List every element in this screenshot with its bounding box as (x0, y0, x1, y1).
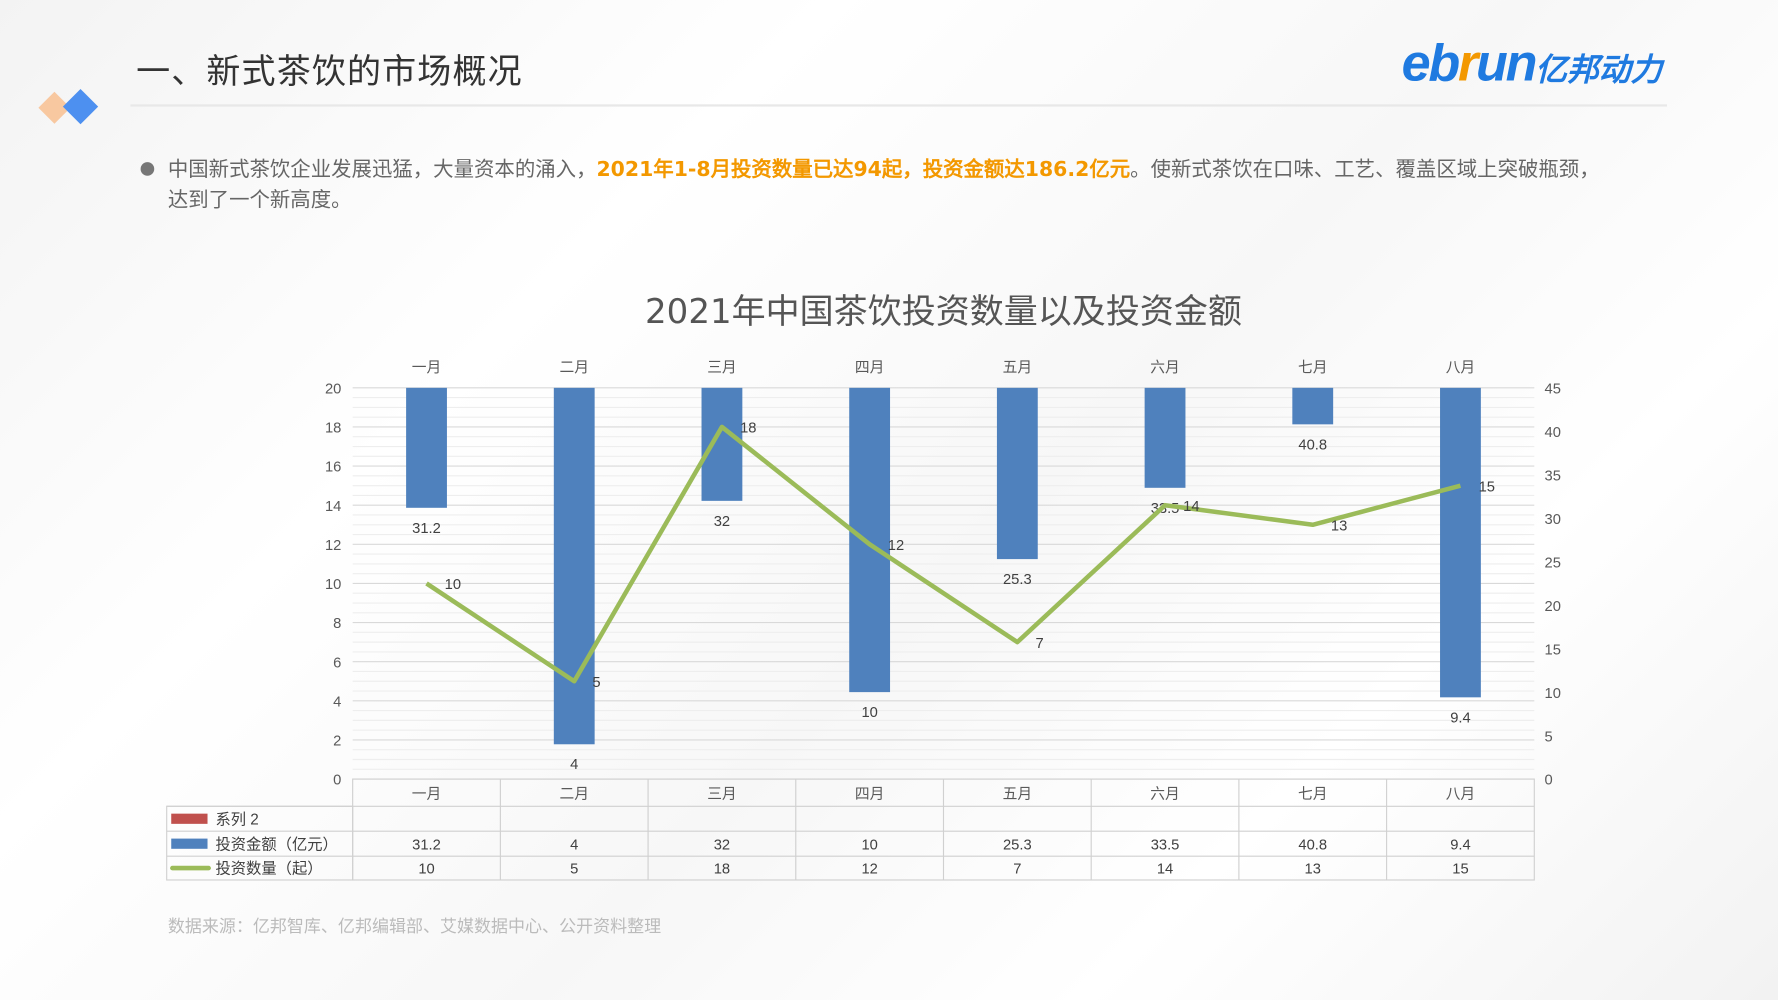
chart-title: 2021年中国茶饮投资数量以及投资金额 (645, 292, 1242, 333)
table-cell: 15 (1452, 862, 1468, 878)
bar-amount (849, 387, 891, 693)
chart: 02468101214161820051015202530354045一月 二月三… (166, 359, 1561, 881)
left-axis-tick: 12 (325, 538, 341, 554)
right-axis-tick: 5 (1545, 729, 1553, 745)
table-cell: 13 (1305, 862, 1321, 878)
table-cell: 33.5 (1151, 837, 1180, 853)
line-data-label: 5 (592, 675, 600, 691)
table-cell: 7 (1013, 862, 1021, 878)
table-cell: 14 (1157, 862, 1173, 878)
line-count (425, 424, 1462, 684)
table-cell: 12 (861, 862, 877, 878)
right-axis-tick: 10 (1545, 686, 1561, 702)
table-cell: 25.3 (1003, 837, 1032, 853)
right-axis-tick: 25 (1545, 555, 1561, 571)
ebrun-logo: ebrun亿邦动力 (1401, 32, 1663, 92)
table-cell: 31.2 (412, 837, 441, 853)
legend-label: 投资金额（亿元） (215, 836, 337, 853)
bullet-icon (140, 162, 155, 176)
top-category-label: 六月 (1150, 359, 1179, 376)
bar-amount (553, 387, 595, 745)
bar-amount (996, 387, 1038, 560)
source-note: 数据来源：亿邦智库、亿邦编辑部、艾媒数据中心、公开资料整理 (167, 916, 662, 937)
table-cell: 9.4 (1450, 837, 1470, 853)
line-data-label: 18 (740, 421, 756, 437)
table-cell: 40.8 (1298, 837, 1327, 853)
left-axis-tick: 4 (333, 694, 341, 710)
left-axis-tick: 16 (325, 460, 341, 476)
top-category-label: 二月 (559, 360, 588, 376)
top-category-label: 五月 (1003, 360, 1032, 376)
bar-amount (701, 387, 743, 501)
legend-label: 投资数量（起） (215, 861, 322, 878)
left-axis-tick: 6 (333, 655, 341, 671)
legend-label: 系列 2 (215, 811, 258, 828)
table-category-label: 三月 (707, 786, 736, 802)
table-cell: 10 (861, 837, 877, 853)
table-category-label: 一月 (412, 786, 441, 802)
right-axis-tick: 45 (1545, 381, 1561, 397)
bar-data-label: 31.2 (412, 521, 441, 537)
line-data-label: 10 (445, 577, 461, 593)
table-category-label: 二月 (559, 786, 588, 802)
legend-bar-key-icon (171, 813, 208, 824)
table-cell: 4 (570, 837, 578, 853)
left-axis-tick: 10 (325, 577, 341, 593)
top-category-label: 四月 (855, 360, 884, 376)
intro-paragraph: 中国新式茶饮企业发展迅猛，大量资本的涌入，2021年1-8月投资数量已达94起，… (167, 157, 1600, 213)
bar-amount (1144, 387, 1186, 488)
legend-bar-key-icon (171, 838, 208, 849)
bar-data-label: 32 (714, 514, 730, 530)
bar-amount (406, 387, 447, 508)
table-category-label: 八月 (1446, 786, 1475, 802)
divider (130, 104, 1667, 107)
line-data-label: 13 (1331, 518, 1347, 534)
line-data-label: 7 (1035, 636, 1043, 652)
right-axis-tick: 35 (1545, 468, 1561, 484)
bar-data-label: 40.8 (1298, 437, 1327, 453)
table-category-label: 七月 (1298, 785, 1327, 802)
line-data-label: 12 (888, 538, 904, 554)
bar-amount (1292, 387, 1334, 425)
bar-data-label: 25.3 (1003, 572, 1032, 588)
line-data-label: 14 (1183, 499, 1199, 515)
left-axis-tick: 20 (325, 381, 341, 397)
right-axis-tick: 0 (1545, 773, 1553, 789)
table-category-label: 四月 (855, 786, 884, 802)
left-axis-tick: 18 (325, 421, 341, 437)
line-data-label: 15 (1479, 479, 1495, 495)
table-category-label: 五月 (1003, 786, 1032, 802)
top-category-label: 八月 (1446, 360, 1475, 376)
right-axis-tick: 15 (1545, 642, 1561, 658)
top-category-label: 一月 (412, 360, 441, 376)
right-axis-tick: 20 (1545, 599, 1561, 615)
right-axis-tick: 30 (1545, 512, 1561, 528)
left-axis-tick: 14 (325, 499, 341, 515)
top-category-label: 三月 (707, 360, 736, 376)
left-axis-tick: 0 (333, 773, 341, 789)
bar-data-label: 10 (861, 705, 877, 721)
table-cell: 18 (714, 862, 730, 878)
page-title: 一、新式茶饮的市场概况 (136, 52, 523, 92)
top-category-label: 七月 (1298, 359, 1327, 376)
table-cell: 10 (418, 862, 434, 878)
left-axis-tick: 2 (333, 734, 341, 750)
left-axis-tick: 8 (333, 616, 341, 632)
bar-data-label: 4 (570, 757, 578, 773)
right-axis-tick: 40 (1545, 425, 1561, 441)
bar-amount (1440, 387, 1481, 698)
bar-data-label: 9.4 (1450, 710, 1470, 726)
table-category-label: 六月 (1150, 785, 1179, 802)
legend-line-key-icon (170, 865, 211, 871)
table-cell: 32 (714, 837, 730, 853)
table-cell: 5 (570, 862, 578, 878)
